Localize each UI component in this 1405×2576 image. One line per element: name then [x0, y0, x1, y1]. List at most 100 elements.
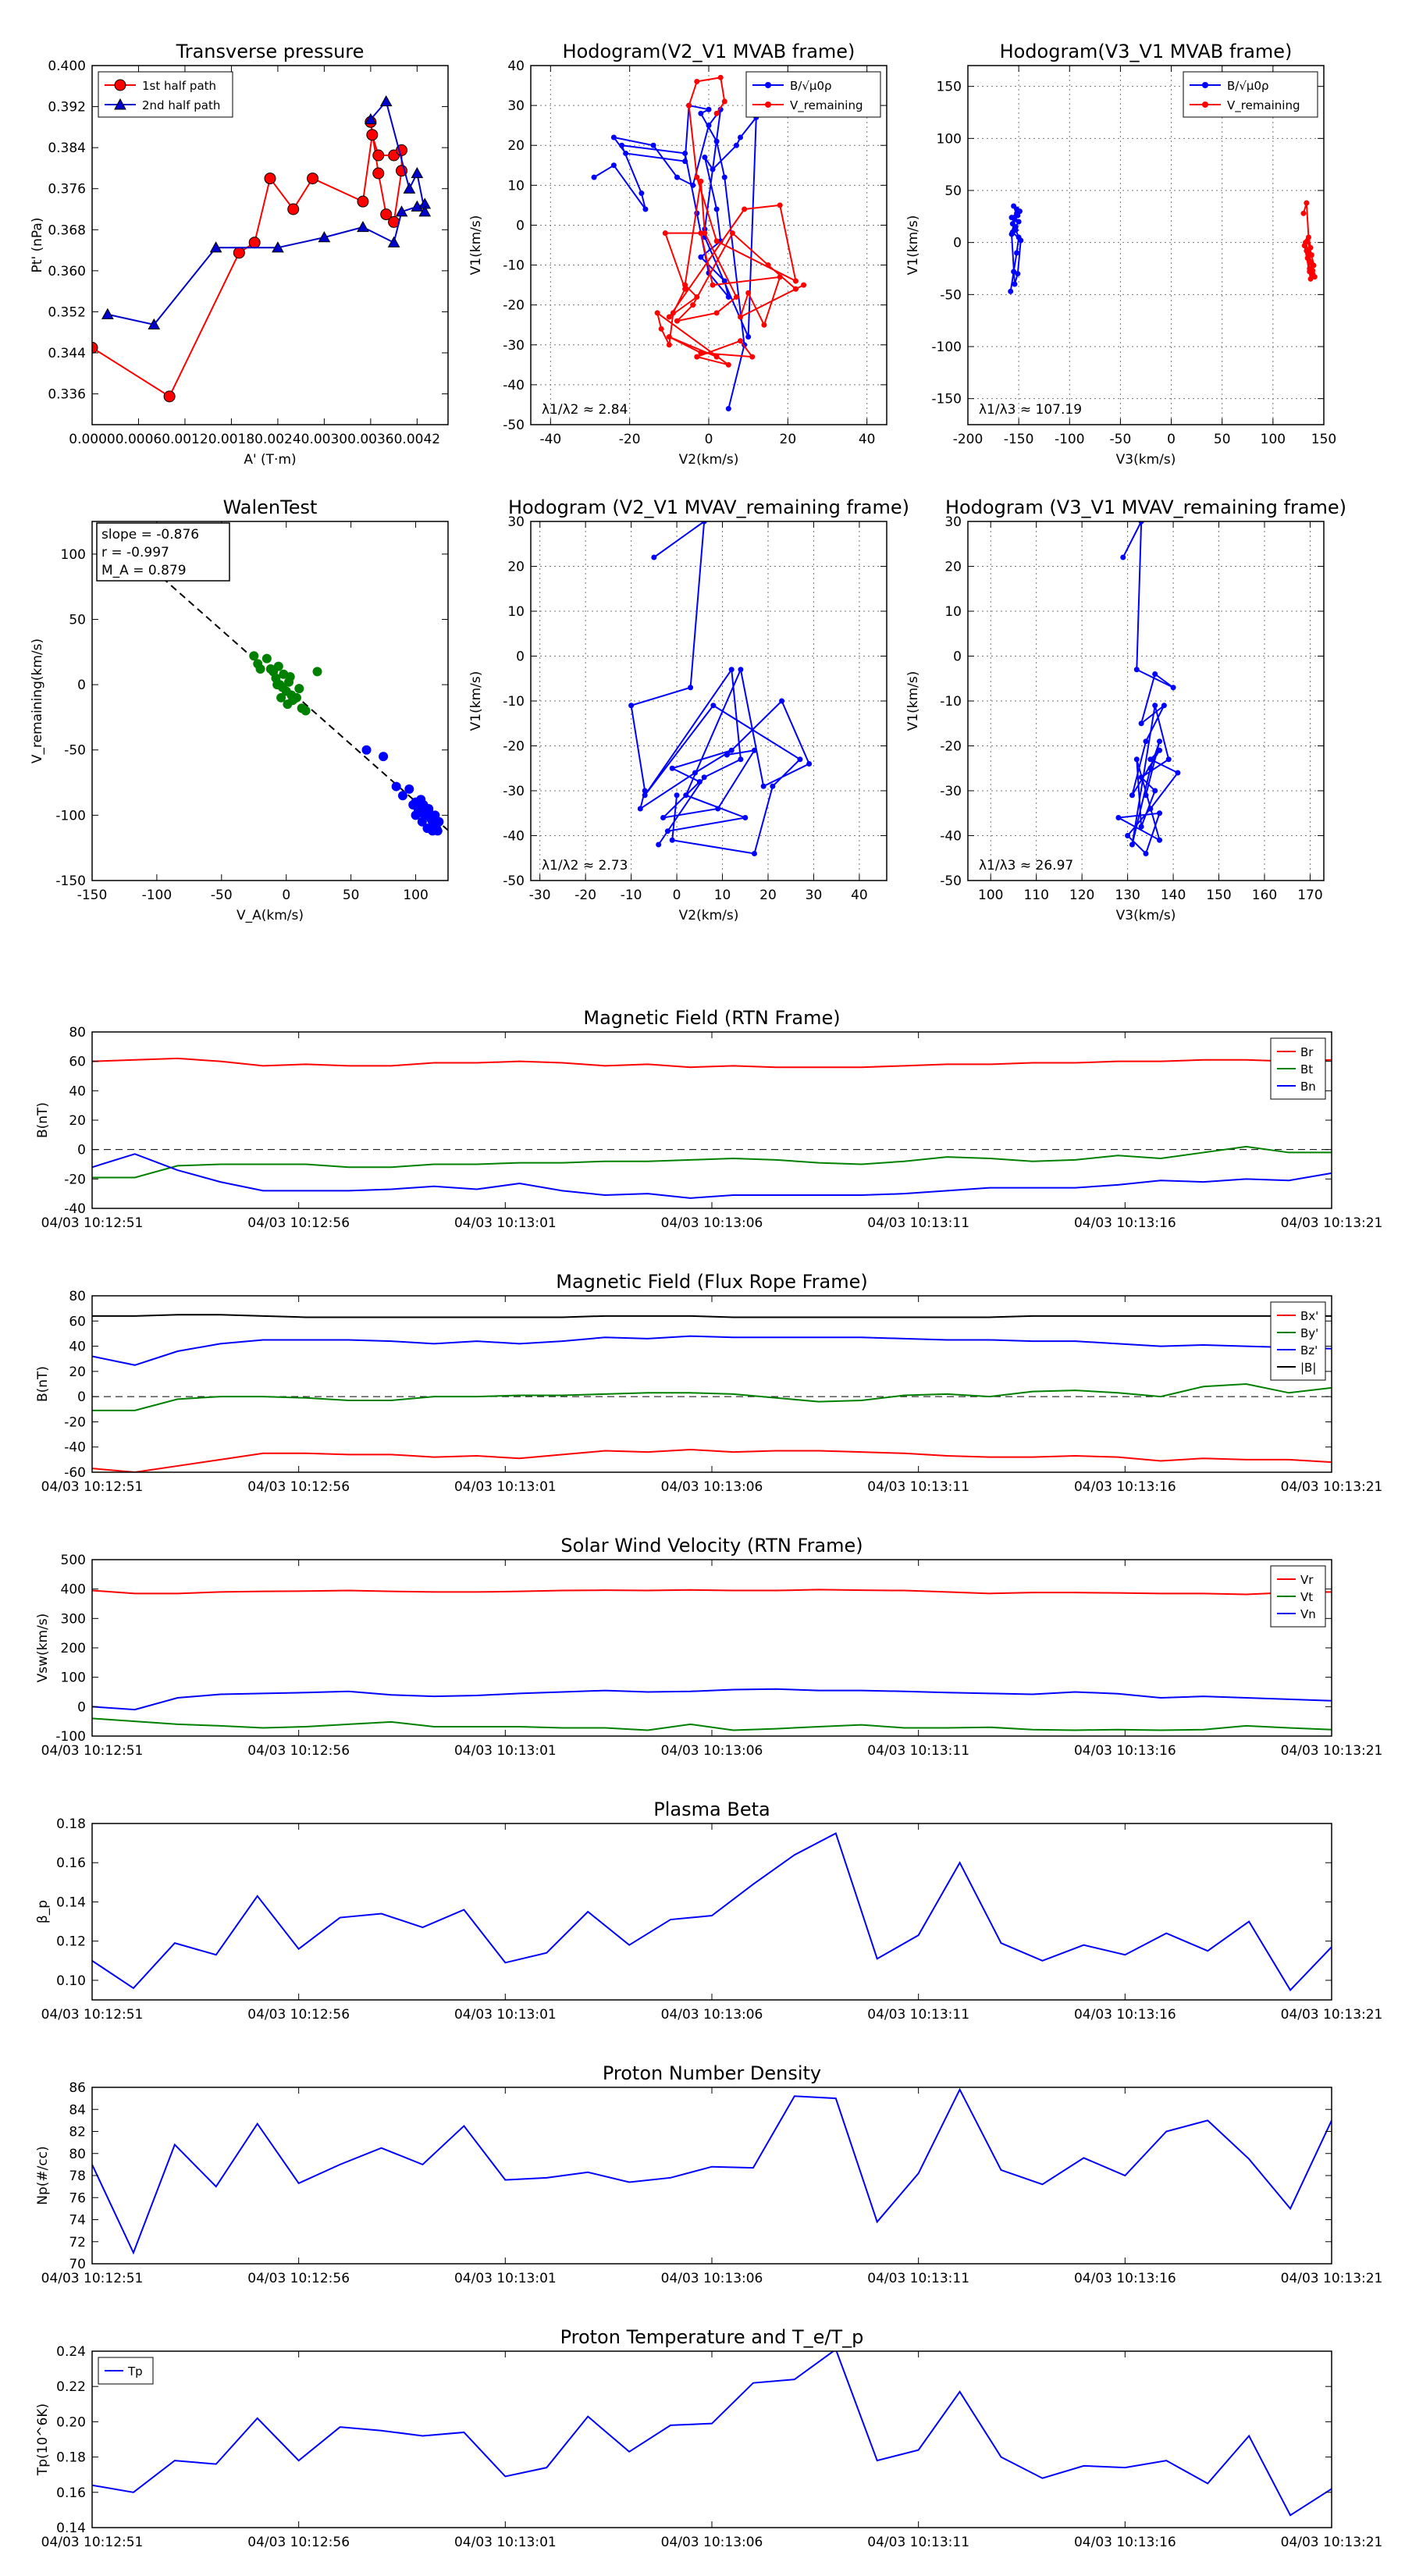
y-tick-label: 0.376 — [48, 182, 86, 197]
legend: B/√μ0ρ V_remaining — [745, 71, 881, 118]
data-point — [721, 98, 727, 105]
data-point — [738, 667, 744, 673]
y-tick-label: 76 — [69, 2190, 86, 2206]
y-axis-label: Pt' (nPa) — [30, 218, 45, 273]
stats-text: M_A = 0.879 — [101, 563, 187, 578]
data-point — [749, 354, 756, 360]
panel-title: Transverse pressure — [176, 41, 365, 62]
panel-title: Plasma Beta — [653, 1799, 770, 1820]
y-tick-label: 100 — [61, 1670, 86, 1686]
data-point — [751, 851, 757, 856]
data-point — [1008, 215, 1015, 221]
time-tick-label: 04/03 10:13:11 — [867, 1743, 969, 1759]
data-point — [674, 174, 680, 180]
data-point — [619, 142, 625, 148]
x-tick-label: 0 — [705, 432, 713, 447]
panel-h1: Hodogram(V2_V1 MVAB frame) -40 -20 0 20 40 -50… — [468, 41, 887, 468]
series-line-b — [92, 1314, 1332, 1318]
series-line — [92, 122, 403, 398]
data-point — [1008, 288, 1014, 294]
data-point — [728, 667, 735, 673]
data-point — [713, 110, 720, 116]
data-point — [287, 203, 300, 215]
data-point — [1016, 219, 1022, 225]
time-tick-label: 04/03 10:13:11 — [867, 1479, 969, 1495]
series-trace — [1115, 521, 1181, 856]
data-point — [372, 149, 385, 162]
stats-box — [96, 522, 230, 582]
data-point — [272, 680, 283, 690]
data-point — [777, 202, 783, 208]
y-tick-label: 0.14 — [56, 2521, 86, 2536]
time-tick-label: 04/03 10:13:01 — [454, 1479, 557, 1495]
legend-label: B/√μ0ρ — [1227, 79, 1269, 93]
data-point — [702, 230, 708, 237]
data-point — [1018, 237, 1024, 244]
series-green — [249, 651, 322, 716]
data-point — [660, 815, 667, 820]
plot-area — [92, 1832, 1332, 1992]
data-point — [428, 826, 438, 836]
legend-label: B/√μ0ρ — [790, 79, 832, 93]
data-point — [656, 841, 662, 848]
data-point — [357, 220, 369, 233]
data-point — [696, 779, 702, 785]
data-point — [724, 752, 730, 758]
series-line-tp — [92, 2351, 1332, 2517]
legend-label: 1st half path — [142, 79, 216, 93]
legend-label: Vr — [1300, 1573, 1314, 1587]
series-line-vn — [92, 1688, 1332, 1711]
legend-marker — [765, 101, 771, 108]
y-tick-label: 84 — [69, 2102, 86, 2118]
time-tick-label: 04/03 10:13:16 — [1074, 2007, 1176, 2023]
series-2nd-half-path — [101, 94, 432, 329]
data-point — [715, 806, 721, 812]
data-point — [365, 112, 377, 125]
y-tick-label: -50 — [503, 873, 525, 889]
time-tick-label: 04/03 10:13:21 — [1281, 1479, 1383, 1495]
data-point — [264, 173, 276, 185]
x-tick-label: -40 — [539, 432, 561, 447]
data-point — [710, 703, 717, 709]
panel-title: Hodogram (V2_V1 MVAV_remaining frame) — [508, 496, 909, 518]
time-tick-label: 04/03 10:12:51 — [41, 2271, 144, 2286]
data-point — [669, 765, 675, 771]
legend: Vr Vt Vn — [1270, 1565, 1326, 1628]
x-tick-label: 0 — [1167, 432, 1176, 447]
data-point — [694, 174, 700, 180]
data-point — [638, 190, 645, 197]
x-tick-label: 100 — [403, 888, 428, 903]
x-tick-label: 150 — [1311, 432, 1336, 447]
y-tick-label: 0 — [516, 649, 525, 665]
y-tick-label: 80 — [69, 1025, 86, 1041]
panel-h2: Hodogram(V3_V1 MVAB frame) -200 -150 -100 -5… — [905, 41, 1336, 468]
data-point — [694, 354, 700, 360]
y-tick-label: 80 — [69, 1289, 86, 1304]
data-point — [1165, 756, 1172, 763]
data-point — [1014, 206, 1020, 212]
data-point — [725, 294, 731, 300]
time-tick-label: 04/03 10:13:11 — [867, 2271, 969, 2286]
y-tick-label: -150 — [55, 873, 86, 889]
series-line — [593, 104, 757, 409]
ratio-annotation: λ1/λ3 ≈ 26.97 — [979, 858, 1073, 873]
legend-label: Bt — [1300, 1062, 1313, 1076]
data-point — [694, 78, 700, 84]
data-point — [1157, 810, 1163, 817]
y-tick-label: 0.20 — [56, 2414, 86, 2430]
x-tick-label: 40 — [851, 888, 868, 903]
y-tick-label: 0.344 — [48, 346, 86, 361]
y-tick-label: -30 — [940, 784, 962, 799]
data-point — [1147, 806, 1154, 812]
y-tick-label: -50 — [503, 418, 525, 433]
legend: B/√μ0ρ V_remaining — [1183, 71, 1318, 118]
y-tick-label: 74 — [69, 2213, 86, 2229]
axes-frame — [91, 1295, 1332, 1473]
time-tick-label: 04/03 10:12:56 — [247, 2535, 350, 2550]
data-point — [1301, 243, 1307, 249]
y-tick-label: 100 — [61, 547, 86, 563]
axes-frame — [91, 65, 449, 425]
data-point — [249, 651, 259, 661]
data-point — [713, 310, 720, 316]
y-tick-label: 10 — [944, 604, 962, 620]
